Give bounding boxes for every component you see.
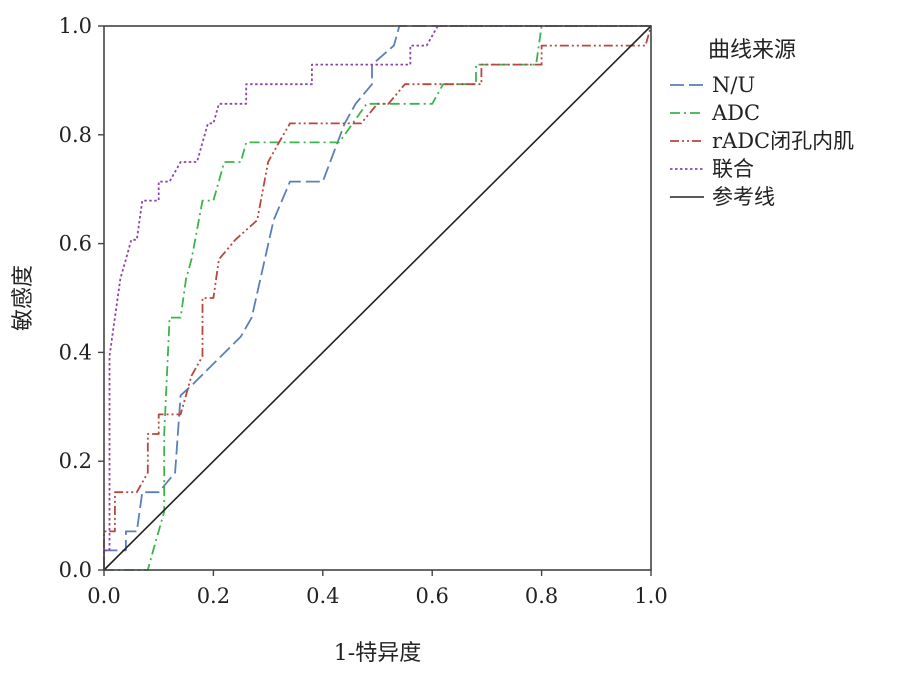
- y-tick-label: 0.4: [59, 340, 92, 364]
- x-tick-label: 0.2: [197, 584, 230, 608]
- series-line-5: [103, 25, 652, 571]
- legend-label-2: ADC: [711, 101, 760, 125]
- x-tick-label: 0.8: [525, 584, 558, 608]
- series-line-1: [103, 25, 651, 570]
- legend-label-1: N/U: [712, 73, 755, 97]
- x-axis-title: 1-特异度: [334, 641, 421, 666]
- legend-label-5: 参考线: [712, 185, 775, 209]
- series-line-2: [104, 25, 651, 571]
- x-tick-label: 1.0: [634, 584, 667, 608]
- x-tick-label: 0.0: [87, 584, 120, 608]
- y-tick-label: 0.0: [59, 558, 92, 582]
- x-tick-label: 0.4: [306, 584, 339, 608]
- x-tick-label: 0.6: [415, 584, 448, 608]
- y-tick-label: 0.2: [59, 449, 92, 473]
- y-tick-label: 0.8: [59, 123, 92, 147]
- legend-title: 曲线来源: [708, 38, 796, 63]
- legend-label-3: rADC闭孔内肌: [712, 129, 854, 153]
- axes: 0.0 0.2 0.4 0.6 0.8 1.0 0.0 0.2 0.4 0.6 0.8 1.0: [59, 14, 668, 608]
- legend-label-4: 联合: [712, 157, 754, 181]
- plot-area: [103, 25, 652, 571]
- y-tick-label: 0.6: [59, 232, 92, 256]
- series-line-3: [103, 25, 652, 570]
- y-axis-title: 敏感度: [11, 265, 36, 331]
- plot-frame: [103, 25, 652, 571]
- y-tick-label: 1.0: [59, 14, 92, 38]
- series-line-4: [103, 25, 651, 570]
